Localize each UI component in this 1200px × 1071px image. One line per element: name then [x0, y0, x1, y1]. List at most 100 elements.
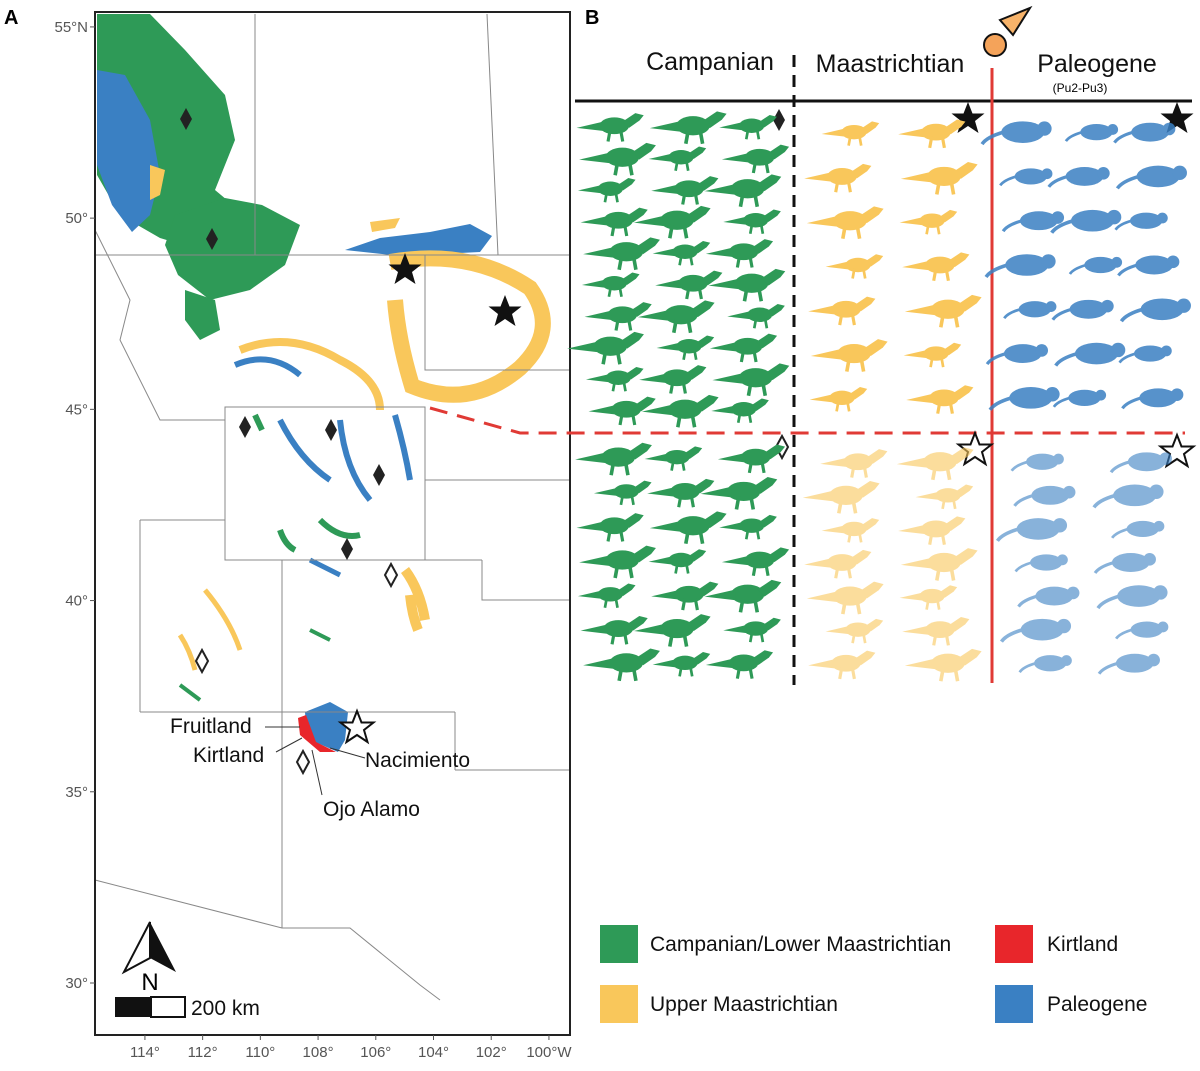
silhouette: [576, 513, 644, 542]
silhouette-head: [1041, 254, 1056, 269]
lat-tick-label: 30°: [65, 975, 88, 992]
silhouette-body: [841, 124, 867, 140]
silhouette-legs: [744, 529, 761, 540]
silhouette-body: [843, 453, 873, 471]
silhouette: [641, 394, 719, 428]
silhouette-tail: [821, 525, 845, 534]
silhouette-tail: [1117, 263, 1138, 277]
silhouette: [579, 142, 656, 176]
silhouette-neck: [697, 176, 719, 191]
silhouette-tail: [898, 524, 926, 535]
lon-tick-label: 102°: [476, 1044, 507, 1061]
silhouette-tail: [1001, 219, 1023, 233]
silhouette: [1113, 122, 1176, 144]
formation-campanian: [165, 198, 300, 300]
silhouette-legs: [935, 180, 956, 195]
silhouette-head: [1176, 298, 1191, 313]
silhouette-body: [668, 399, 702, 419]
silhouette-head: [1057, 554, 1068, 566]
silhouette-body: [1070, 209, 1115, 232]
silhouette: [585, 366, 644, 392]
silhouette: [1001, 211, 1065, 233]
silhouette-body: [739, 518, 765, 533]
silhouette-body: [1131, 122, 1170, 142]
silhouette-head: [1159, 452, 1172, 465]
silhouette: [727, 303, 785, 329]
silhouette-tail: [903, 349, 927, 359]
silhouette-legs: [941, 498, 957, 510]
silhouette-body: [833, 211, 867, 231]
map-label: Ojo Alamo: [323, 798, 420, 821]
silhouette-head: [1110, 342, 1126, 358]
silhouette: [583, 237, 660, 271]
silhouette-neck: [758, 114, 777, 128]
silhouette-neck: [957, 294, 982, 312]
map-label: Fruitland: [170, 715, 252, 738]
silhouette-body: [603, 211, 634, 229]
silhouette-neck: [758, 514, 777, 528]
silhouette-tail: [583, 658, 615, 669]
silhouette-neck: [861, 121, 880, 134]
silhouette-legs: [609, 461, 630, 476]
silhouette-legs: [841, 600, 862, 615]
formation-upper-maastrichtian: [400, 567, 430, 632]
silhouette-legs: [851, 268, 867, 279]
silhouette-head: [1166, 255, 1180, 269]
silhouette-legs: [738, 193, 760, 208]
formation-upper-maastrichtian: [150, 165, 165, 200]
silhouette: [984, 254, 1056, 279]
column-header: Maastrichtian: [816, 50, 965, 78]
silhouette-tail: [1003, 307, 1021, 320]
silhouette-legs: [669, 381, 687, 394]
silhouette-legs: [603, 192, 619, 203]
silhouette-tail: [579, 555, 611, 566]
legend-swatch: [600, 985, 638, 1023]
silhouette: [1097, 653, 1160, 675]
silhouette-body: [1018, 301, 1052, 318]
silhouette-head: [1157, 621, 1169, 633]
silhouette-legs: [735, 255, 754, 268]
silhouette-tail: [1017, 594, 1038, 608]
silhouette-tail: [648, 556, 672, 565]
silhouette-neck: [621, 272, 640, 286]
silhouette-tail: [700, 486, 732, 498]
silhouette: [898, 119, 966, 149]
silhouette-head: [1172, 165, 1187, 181]
silhouette-neck: [854, 296, 876, 312]
silhouette: [902, 252, 970, 282]
silhouette-legs: [748, 631, 765, 643]
silhouette-body: [743, 213, 769, 228]
silhouette: [651, 176, 719, 205]
silhouette-tail: [804, 558, 832, 568]
silhouette-legs: [682, 349, 698, 360]
silhouette-legs: [674, 563, 690, 574]
silhouette-tail: [584, 310, 612, 320]
silhouette-neck: [949, 447, 974, 465]
legend-label: Campanian/Lower Maastrichtian: [650, 933, 951, 956]
silhouette: [575, 442, 652, 476]
silhouette-head: [1149, 484, 1164, 499]
silhouette-body: [935, 488, 961, 503]
silhouette: [1047, 166, 1110, 188]
silhouette-legs: [931, 466, 952, 481]
silhouette-tail: [1054, 351, 1078, 367]
silhouette-tail: [637, 309, 669, 321]
silhouette-legs: [837, 499, 858, 514]
silhouette: [999, 618, 1072, 643]
silhouette-tail: [808, 305, 836, 315]
silhouette-neck: [622, 113, 644, 128]
silhouette-body: [1130, 621, 1163, 638]
silhouette: [637, 300, 715, 334]
silhouette: [808, 296, 876, 326]
silhouette-legs: [736, 412, 753, 423]
silhouette-tail: [902, 625, 930, 635]
silhouette-legs: [678, 666, 694, 677]
formation-kirtland: [298, 715, 336, 752]
silhouette-body: [827, 168, 857, 185]
silhouette-tail: [704, 589, 736, 601]
silhouette-tail: [579, 152, 611, 164]
silhouette-body: [674, 180, 704, 198]
silhouette-neck: [631, 545, 656, 563]
silhouette: [988, 387, 1060, 411]
silhouette: [721, 547, 790, 577]
